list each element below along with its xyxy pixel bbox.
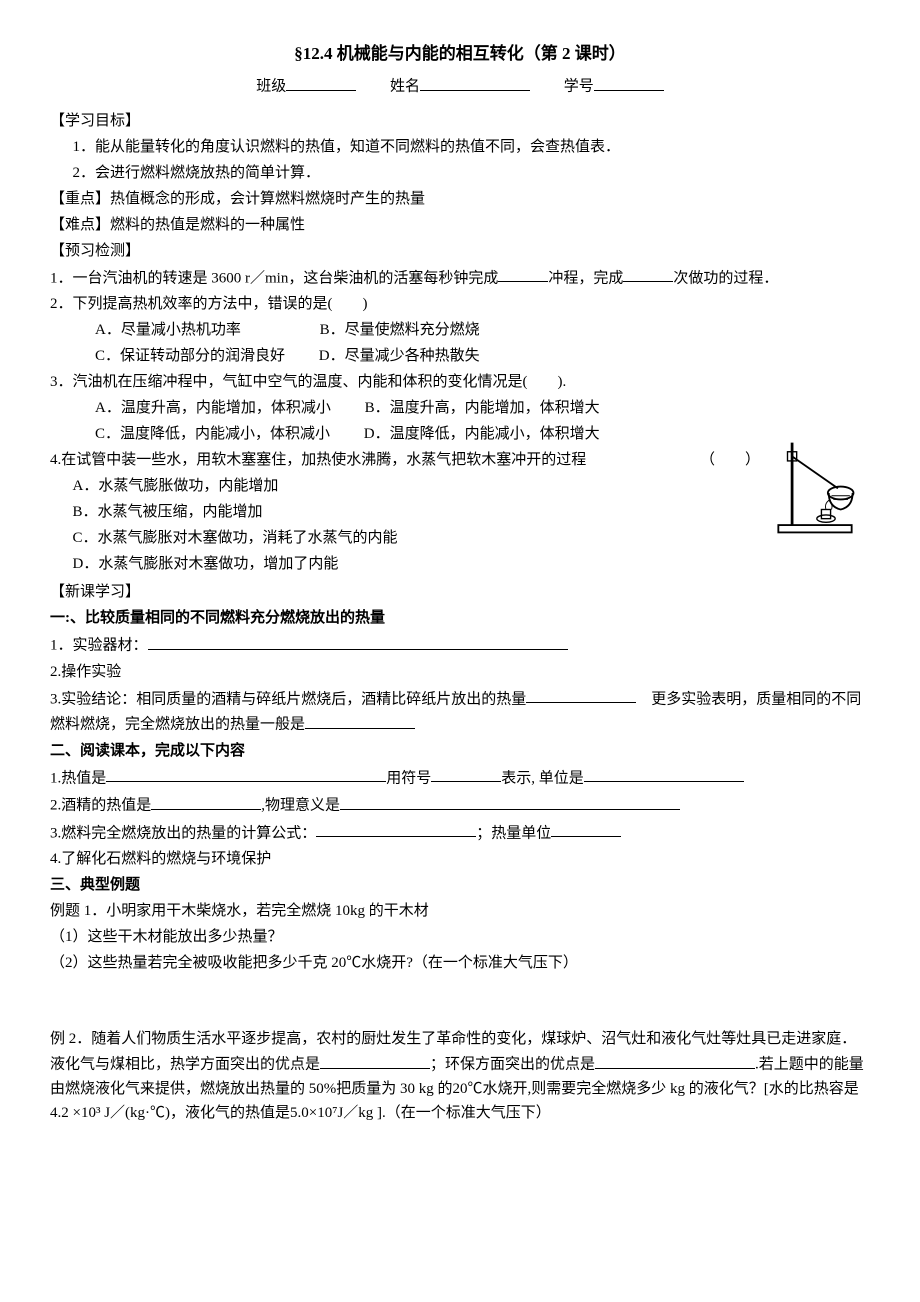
r1-c: 表示, 单位是 xyxy=(501,770,584,786)
q2-opt-c[interactable]: C．保证转动部分的润滑良好 xyxy=(95,348,285,364)
r1-blank-3[interactable] xyxy=(584,765,744,783)
q4-opt-b[interactable]: B．水蒸气被压缩，内能增加 xyxy=(50,500,870,524)
q3-opt-b[interactable]: B．温度升高，内能增加，体积增大 xyxy=(365,400,600,416)
goal-item-2: 2．会进行燃料燃烧放热的简单计算． xyxy=(50,161,870,185)
n3-blank-1[interactable] xyxy=(526,686,636,704)
q3: 3．汽油机在压缩冲程中，气缸中空气的温度、内能和体积的变化情况是( ). xyxy=(50,370,870,394)
r3-blank-2[interactable] xyxy=(551,820,621,838)
q4-text: 4.在试管中装一些水，用软木塞塞住，加热使水沸腾，水蒸气把软木塞冲开的过程 xyxy=(50,452,586,468)
q2-options-row1: A．尽量减小热机功率 B．尽量使燃料充分燃烧 xyxy=(50,318,870,342)
r1-b: 用符号 xyxy=(386,770,431,786)
blank-name[interactable] xyxy=(420,73,530,91)
q3-opt-d[interactable]: D．温度降低，内能减小，体积增大 xyxy=(364,426,600,442)
n1-blank[interactable] xyxy=(148,632,568,650)
q3-options-row2: C．温度降低，内能减小，体积减小 D．温度降低，内能减小，体积增大 xyxy=(50,422,870,446)
r3-a: 3.燃料完全燃烧放出的热量的计算公式： xyxy=(50,825,316,841)
r2-blank-2[interactable] xyxy=(340,792,680,810)
n3-blank-2[interactable] xyxy=(305,711,415,729)
ex2-blank-2[interactable] xyxy=(595,1051,755,1069)
doc-title: §12.4 机械能与内能的相互转化（第 2 课时） xyxy=(50,40,870,67)
example-2: 例 2．随着人们物质生活水平逐步提高，农村的厨灶发生了革命性的变化，煤球炉、沼气… xyxy=(50,1027,870,1125)
goal-item-1: 1．能从能量转化的角度认识燃料的热值，知道不同燃料的热值不同，会查热值表． xyxy=(50,135,870,159)
n3: 3.实验结论：相同质量的酒精与碎纸片燃烧后，酒精比碎纸片放出的热量 更多实验表明… xyxy=(50,686,870,737)
q3-opt-c[interactable]: C．温度降低，内能减小，体积减小 xyxy=(95,426,330,442)
q2-opt-a[interactable]: A．尽量减小热机功率 xyxy=(95,322,241,338)
heading-goal: 【学习目标】 xyxy=(50,109,870,133)
student-info-line: 班级 姓名 学号 xyxy=(50,73,870,99)
r3-blank-1[interactable] xyxy=(316,820,476,838)
q3-options-row1: A．温度升高，内能增加，体积减小 B．温度升高，内能增加，体积增大 xyxy=(50,396,870,420)
heading-newlesson: 【新课学习】 xyxy=(50,580,870,604)
heading-pretest: 【预习检测】 xyxy=(50,239,870,263)
r2-a: 2.酒精的热值是 xyxy=(50,798,151,814)
r2-blank-1[interactable] xyxy=(151,792,261,810)
example-1-q1: （1）这些干木材能放出多少热量？ xyxy=(50,925,870,949)
q1-text-c: 次做功的过程． xyxy=(673,270,778,286)
n1-label: 1．实验器材： xyxy=(50,638,148,654)
r1-blank-2[interactable] xyxy=(431,765,501,783)
example-1-q2: （2）这些热量若完全被吸收能把多少千克 20℃水烧开?（在一个标准大气压下） xyxy=(50,951,870,975)
n1: 1．实验器材： xyxy=(50,632,870,658)
q1-blank-1[interactable] xyxy=(498,265,548,283)
q1-text-a: 1．一台汽油机的转速是 3600 r／min，这台柴油机的活塞每秒钟完成 xyxy=(50,270,498,286)
sub-heading-2: 二、阅读课本，完成以下内容 xyxy=(50,739,870,763)
n2: 2.操作实验 xyxy=(50,660,870,684)
q1: 1．一台汽油机的转速是 3600 r／min，这台柴油机的活塞每秒钟完成 冲程，完… xyxy=(50,265,870,291)
example-1: 例题 1．小明家用干木柴烧水，若完全燃烧 10kg 的干木材 xyxy=(50,899,870,923)
sub-heading-1: 一:、比较质量相同的不同燃料充分燃烧放出的热量 xyxy=(50,606,870,630)
q1-text-b: 冲程，完成 xyxy=(548,270,623,286)
q4: 4.在试管中装一些水，用软木塞塞住，加热使水沸腾，水蒸气把软木塞冲开的过程 （ … xyxy=(50,448,870,472)
q4-opt-d[interactable]: D．水蒸气膨胀对木塞做功，增加了内能 xyxy=(50,552,870,576)
q3-opt-a[interactable]: A．温度升高，内能增加，体积减小 xyxy=(95,400,331,416)
r1-a: 1.热值是 xyxy=(50,770,106,786)
label-id: 学号 xyxy=(564,79,594,95)
r2-b: ,物理意义是 xyxy=(261,798,340,814)
q2-opt-b[interactable]: B．尽量使燃料充分燃烧 xyxy=(320,322,480,338)
q2-opt-d[interactable]: D．尽量减少各种热散失 xyxy=(319,348,480,364)
heading-focus: 【重点】热值概念的形成，会计算燃料燃烧时产生的热量 xyxy=(50,187,870,211)
ex2-blank-1[interactable] xyxy=(320,1051,430,1069)
ex2-text-b: ；环保方面突出的优点是 xyxy=(430,1057,595,1073)
r4: 4.了解化石燃料的燃烧与环境保护 xyxy=(50,847,870,871)
sub-heading-3: 三、典型例题 xyxy=(50,873,870,897)
q2-options-row2: C．保证转动部分的润滑良好 D．尽量减少各种热散失 xyxy=(50,344,870,368)
r3: 3.燃料完全燃烧放出的热量的计算公式： ；热量单位 xyxy=(50,820,870,846)
r1-blank-1[interactable] xyxy=(106,765,386,783)
r1: 1.热值是 用符号 表示, 单位是 xyxy=(50,765,870,791)
experiment-diagram xyxy=(760,438,870,539)
q4-opt-c[interactable]: C．水蒸气膨胀对木塞做功，消耗了水蒸气的内能 xyxy=(50,526,870,550)
q1-blank-2[interactable] xyxy=(623,265,673,283)
q2: 2．下列提高热机效率的方法中，错误的是( ) xyxy=(50,292,870,316)
r3-b: ；热量单位 xyxy=(476,825,551,841)
label-name: 姓名 xyxy=(390,79,420,95)
blank-id[interactable] xyxy=(594,73,664,91)
q4-paren[interactable]: （ ） xyxy=(700,448,760,472)
q4-opt-a[interactable]: A．水蒸气膨胀做功，内能增加 xyxy=(50,474,870,498)
label-class: 班级 xyxy=(256,79,286,95)
r2: 2.酒精的热值是 ,物理意义是 xyxy=(50,792,870,818)
heading-difficulty: 【难点】燃料的热值是燃料的一种属性 xyxy=(50,213,870,237)
n3-text-a: 3.实验结论：相同质量的酒精与碎纸片燃烧后，酒精比碎纸片放出的热量 xyxy=(50,691,526,707)
blank-class[interactable] xyxy=(286,73,356,91)
